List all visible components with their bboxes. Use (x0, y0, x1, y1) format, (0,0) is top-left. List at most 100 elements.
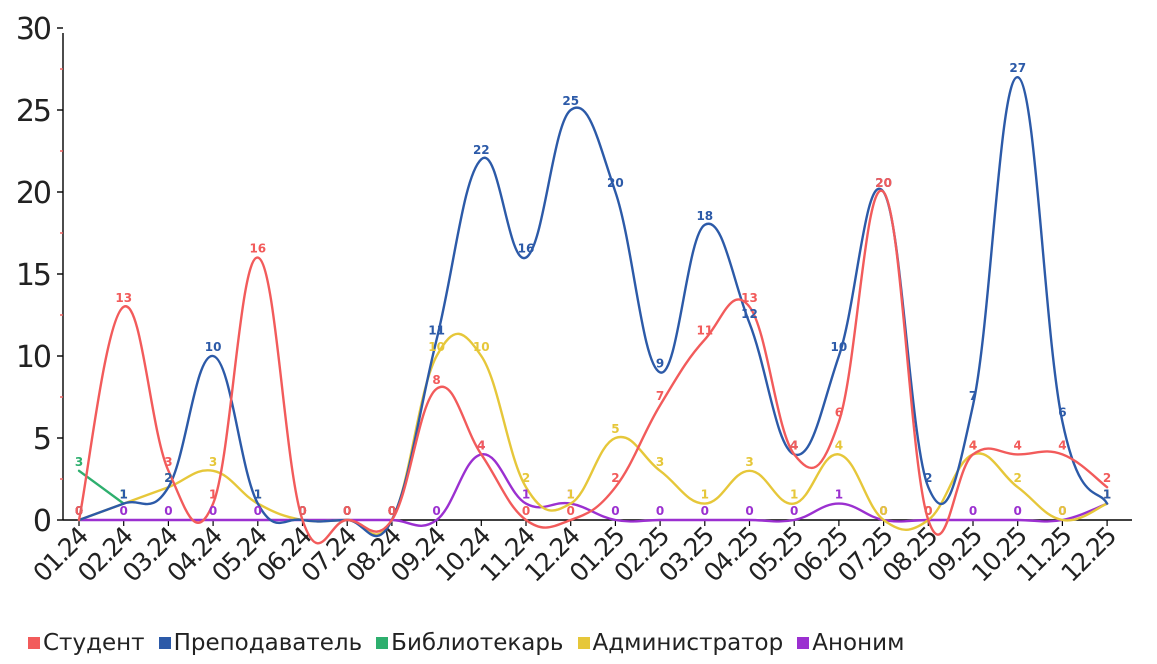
data-label: 2 (164, 471, 172, 485)
data-label: 10 (831, 340, 848, 354)
data-label: 20 (875, 176, 892, 190)
data-label: 11 (696, 324, 713, 338)
data-label: 20 (607, 176, 624, 190)
data-label: 2 (1014, 471, 1022, 485)
data-label: 6 (835, 406, 843, 420)
data-label: 18 (696, 209, 713, 223)
data-label: 2 (1103, 471, 1111, 485)
data-label: 10 (473, 340, 490, 354)
data-label: 0 (1058, 504, 1066, 518)
data-label: 3 (75, 455, 83, 469)
data-label: 0 (388, 504, 396, 518)
legend: Студент Преподаватель Библиотекарь Админист… (28, 628, 904, 658)
data-label: 4 (790, 438, 798, 452)
data-label: 1 (701, 488, 709, 502)
data-label: 3 (164, 455, 172, 469)
legend-label: Преподаватель (173, 630, 363, 656)
data-label: 0 (388, 504, 396, 518)
legend-swatch (158, 637, 171, 649)
data-label: 0 (522, 504, 530, 518)
data-label: 2 (924, 471, 932, 485)
data-label: 10 (205, 340, 222, 354)
y-tick-label: 25 (16, 94, 50, 129)
data-label: 0 (298, 504, 306, 518)
data-label: 1 (567, 488, 575, 502)
data-label: 1 (120, 488, 128, 502)
legend-swatch (577, 637, 590, 649)
series-line-2 (77, 469, 125, 505)
line-chart: 05101520253001.2402.2403.2404.2405.2406.… (16, 12, 1132, 588)
data-label: 16 (518, 242, 535, 256)
data-label: 0 (924, 504, 932, 518)
legend-swatch (28, 637, 40, 649)
data-label: 1 (209, 488, 217, 502)
data-label: 0 (164, 504, 172, 518)
data-label: 0 (75, 504, 83, 518)
data-label: 0 (969, 504, 977, 518)
data-label: 0 (432, 504, 440, 518)
legend-label: Администратор (592, 630, 784, 656)
y-tick-label: 10 (16, 340, 51, 375)
legend-item: Администратор (577, 630, 784, 656)
data-label: 4 (835, 438, 843, 452)
data-label: 1 (1103, 488, 1111, 502)
data-label: 0 (879, 504, 887, 518)
data-label: 20 (875, 176, 892, 190)
data-label: 2 (164, 471, 172, 485)
data-label: 25 (562, 94, 579, 108)
legend-item: Аноним (797, 630, 904, 656)
data-label: 0 (611, 504, 619, 518)
data-label: 0 (298, 504, 306, 518)
data-label: 1 (1103, 488, 1111, 502)
data-label: 0 (790, 504, 798, 518)
data-label: 3 (209, 455, 217, 469)
data-label: 1 (522, 488, 530, 502)
legend-item: Студент (28, 630, 145, 656)
series-lines (77, 75, 1109, 545)
data-label: 16 (249, 242, 266, 256)
data-label: 3 (745, 455, 753, 469)
data-label: 2 (522, 471, 530, 485)
data-label: 7 (969, 389, 977, 403)
data-label: 4 (477, 438, 485, 452)
data-label: 0 (343, 504, 351, 518)
data-label: 12 (741, 307, 758, 321)
data-label: 3 (656, 455, 664, 469)
data-label: 4 (790, 438, 798, 452)
data-label: 1 (790, 488, 798, 502)
series-line-1 (77, 75, 1109, 538)
data-label: 27 (1009, 61, 1026, 75)
data-label: 6 (1058, 406, 1066, 420)
data-label: 0 (343, 504, 351, 518)
data-label: 1 (1103, 488, 1111, 502)
y-tick-label: 0 (33, 504, 51, 539)
data-label: 0 (209, 504, 217, 518)
legend-swatch (376, 637, 389, 649)
data-label: 1 (120, 488, 128, 502)
data-label: 4 (1014, 438, 1022, 452)
data-label: 1 (254, 488, 262, 502)
data-label: 1 (120, 488, 128, 502)
data-label: 0 (656, 504, 664, 518)
data-label: 0 (298, 504, 306, 518)
data-label: 0 (75, 504, 83, 518)
series-line-0 (77, 189, 1109, 545)
data-label: 2 (611, 471, 619, 485)
data-label: 0 (388, 504, 396, 518)
legend-swatch (797, 637, 810, 649)
data-label: 10 (428, 340, 445, 354)
data-label: 13 (741, 291, 758, 305)
data-label: 4 (969, 438, 977, 452)
data-label: 0 (75, 504, 83, 518)
data-label: 0 (343, 504, 351, 518)
data-label: 0 (75, 504, 83, 518)
data-label: 0 (120, 504, 128, 518)
y-tick-label: 5 (33, 422, 50, 457)
data-label: 8 (432, 373, 440, 387)
legend-label: Аноним (812, 630, 905, 656)
data-label: 1 (835, 488, 843, 502)
data-label: 11 (428, 324, 445, 338)
y-tick-label: 20 (16, 176, 51, 211)
data-label: 0 (567, 504, 575, 518)
data-label: 13 (115, 291, 132, 305)
